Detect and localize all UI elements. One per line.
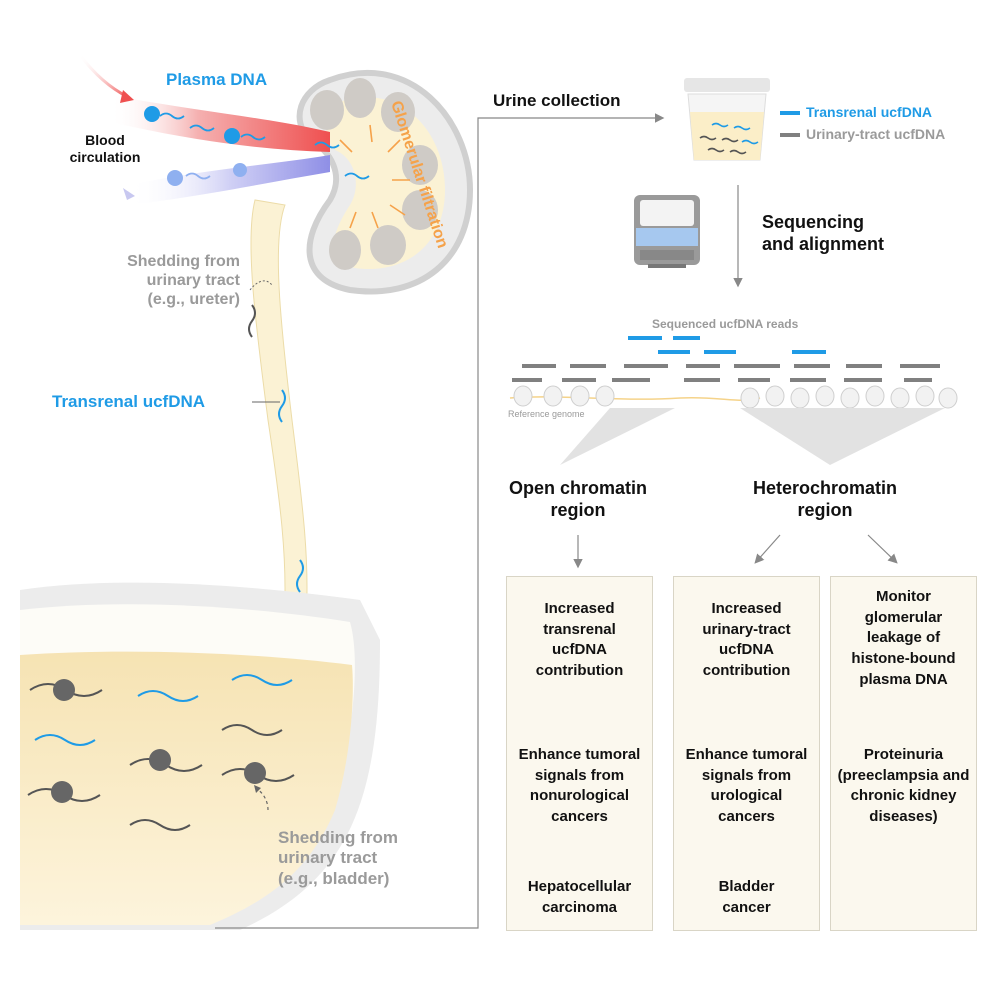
urine-collection-label: Urine collection — [493, 91, 621, 110]
box2-step1: Increased urinary-tract ucfDNA contribut… — [702, 600, 791, 680]
plasma-dna-label: Plasma DNA — [166, 70, 268, 89]
arrow-hetero-to-box3 — [867, 534, 898, 564]
plasma-dna-fragments — [123, 106, 370, 200]
box2-step2: Enhance tumoral signals from urological … — [685, 746, 808, 826]
blood-vessels — [78, 54, 330, 205]
legend-transrenal: Transrenal ucfDNA — [806, 104, 933, 120]
heterochromatin-label: Heterochromatin region — [752, 478, 898, 520]
box3-step2: Proteinuria (preeclampsia and chronic ki… — [837, 746, 970, 826]
connector-line — [215, 113, 665, 929]
bladder — [20, 582, 380, 930]
legend-urinary-tract: Urinary-tract ucfDNA — [806, 126, 946, 142]
zoom-heterochromatin — [740, 408, 945, 465]
outcome-box-glomerular: Monitor glomerular leakage of histone-bo… — [830, 576, 977, 931]
outcome-box-urological: Increased urinary-tract ucfDNA contribut… — [673, 576, 820, 931]
sequencing-label: Sequencing and alignment — [762, 212, 885, 254]
bladder-dna-fragments — [27, 674, 295, 831]
transrenal-ucfdna-label: Transrenal ucfDNA — [52, 392, 206, 411]
urine-cup — [684, 78, 770, 161]
shedding-ureter-label: Shedding from urinary tract (e.g., urete… — [127, 253, 240, 309]
box3-step1: Monitor glomerular leakage of histone-bo… — [851, 588, 956, 688]
box1-step3: Hepatocellular carcinoma — [527, 878, 632, 916]
box1-step1: Increased transrenal ucfDNA contribution — [535, 600, 624, 680]
open-chromatin-label: Open chromatin region — [508, 478, 647, 520]
zoom-open-chromatin — [560, 408, 675, 465]
shedding-bladder-label: Shedding from urinary tract (e.g., bladd… — [278, 828, 398, 888]
kidney — [296, 70, 474, 295]
sequenced-reads — [512, 336, 940, 382]
ureter — [248, 199, 308, 621]
box1-step2: Enhance tumoral signals from nonurologic… — [518, 746, 641, 826]
box2-step3: Bladder cancer — [718, 878, 775, 916]
reads-label: Sequenced ucfDNA reads — [652, 317, 799, 331]
outcome-box-open-chromatin: Increased transrenal ucfDNA contribution… — [506, 576, 653, 931]
arrow-hetero-to-box2 — [754, 534, 781, 564]
sequencer — [634, 195, 700, 268]
reference-genome — [509, 385, 958, 409]
blood-circulation-label: Blood circulation — [69, 132, 141, 165]
reference-genome-label: Reference genome — [508, 409, 585, 419]
